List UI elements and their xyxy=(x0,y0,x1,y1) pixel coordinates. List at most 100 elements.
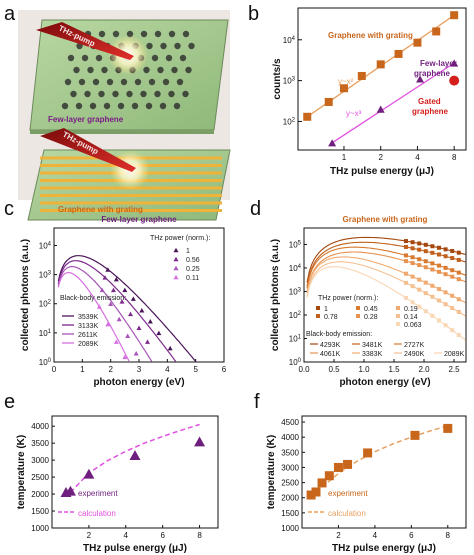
y-tick-label: 4000 xyxy=(31,422,49,431)
data-point xyxy=(133,350,139,356)
data-point xyxy=(410,274,415,279)
y-tick-label: 2000 xyxy=(281,494,299,503)
graphene-dot xyxy=(103,102,111,110)
x-tick-label: 4 xyxy=(415,153,420,162)
graphene-dot xyxy=(154,90,161,98)
data-point xyxy=(129,450,141,460)
data-point xyxy=(119,299,125,304)
y-tick-label: 2500 xyxy=(31,473,49,482)
bb-legend-label: 2727K xyxy=(404,342,425,349)
caption-few-layer: Few-layer graphene xyxy=(48,115,124,124)
blackbody-curve xyxy=(57,260,177,362)
graphene-dot xyxy=(112,30,120,38)
data-point xyxy=(449,75,460,86)
data-point xyxy=(456,333,461,338)
data-point xyxy=(324,471,334,481)
graphene-dot xyxy=(148,78,156,86)
legend-marker xyxy=(356,306,360,310)
data-point xyxy=(430,294,435,299)
data-point xyxy=(122,287,128,293)
x-tick-label: 2.0 xyxy=(418,365,430,374)
y-axis-title: temperature (K) xyxy=(16,435,27,509)
y-tick-label: 102 xyxy=(283,117,296,126)
power-legend-label: 0.78 xyxy=(324,314,338,321)
graphene-dot xyxy=(89,102,97,110)
y-tick-label: 2500 xyxy=(281,479,299,488)
graphene-dot xyxy=(179,54,187,62)
x-axis-title: THz pulse energy (μJ) xyxy=(332,543,436,554)
bb-legend-title: Black-body emission: xyxy=(306,331,372,338)
data-point xyxy=(394,49,403,58)
y-tick-label: 102 xyxy=(39,300,52,309)
data-point xyxy=(450,274,455,279)
data-point xyxy=(443,423,453,433)
series-label-grating: Graphene with grating xyxy=(328,31,413,40)
legend-label-calculation: calculation xyxy=(328,509,366,518)
chart-e: 2 4 6 8 1000 1500 2000 2500 3000 3500 4000 THz puls… xyxy=(16,415,219,554)
x-tick-label: 2 xyxy=(87,531,92,540)
fit-line-cubic xyxy=(331,62,455,144)
bb-legend-label: 3539K xyxy=(78,314,99,321)
bb-legend-label: 2089K xyxy=(78,341,99,348)
data-point xyxy=(404,244,408,249)
x-tick-label: 1.5 xyxy=(388,365,400,374)
x-tick-label: 2 xyxy=(378,153,383,162)
plot-frame xyxy=(51,415,219,529)
data-point xyxy=(443,272,448,277)
data-point xyxy=(303,112,312,121)
x-tick-label: 4 xyxy=(373,531,378,540)
y-tick-label: 100 xyxy=(39,358,52,367)
panel-letter-d: d xyxy=(250,198,261,220)
graphene-dot xyxy=(76,42,83,50)
legend-label-experiment: experiment xyxy=(328,489,368,498)
graphene-dot xyxy=(182,90,189,98)
y-tick-label: 104 xyxy=(289,264,302,273)
legend-marker xyxy=(356,314,360,318)
y-tick-label: 104 xyxy=(39,241,52,250)
y-tick-label: 1500 xyxy=(31,507,49,516)
data-point xyxy=(145,339,150,344)
x-tick-label: 1.0 xyxy=(358,365,370,374)
power-legend-label: 0.45 xyxy=(364,306,378,313)
graphene-dot xyxy=(70,90,77,98)
data-point xyxy=(111,287,116,293)
data-point xyxy=(339,84,348,93)
chart-c: 0 1 2 3 4 5 6 100 101 102 103 104 Few-layer graphene… xyxy=(20,215,227,388)
blackbody-curve xyxy=(57,255,197,362)
data-point xyxy=(404,253,408,258)
x-tick-label: 4 xyxy=(165,365,170,374)
thz-pump-cone-bottom xyxy=(40,128,136,172)
data-point xyxy=(437,318,441,323)
graphene-dot xyxy=(140,90,147,98)
data-point xyxy=(413,38,422,47)
data-point xyxy=(443,247,448,252)
panel-a-illustration: THz-pump Few-layer graphene THz-pump Gra… xyxy=(18,10,231,221)
data-point xyxy=(423,291,428,296)
x-tick-label: 8 xyxy=(446,531,451,540)
data-point xyxy=(450,248,455,253)
x-tick-label: 0.0 xyxy=(298,365,310,374)
legend-marker xyxy=(173,256,179,262)
graphene-dot xyxy=(78,78,86,86)
y-axis-title: counts/s xyxy=(272,58,283,100)
data-point xyxy=(450,256,455,261)
panel-letter-a: a xyxy=(4,3,16,25)
plot-frame xyxy=(303,227,467,363)
power-legend-label: 1 xyxy=(324,306,328,313)
bb-legend-label: 3133K xyxy=(78,323,99,330)
graphene-dot xyxy=(61,102,69,110)
x-axis-title: photon energy (eV) xyxy=(339,377,430,388)
y-axis-title: temperature (K) xyxy=(266,435,277,509)
power-legend-title: THz power (norm.): xyxy=(150,235,210,242)
data-point xyxy=(437,298,441,303)
x-tick-label: 3 xyxy=(137,365,142,374)
graphene-dot xyxy=(174,42,181,50)
graphene-dot xyxy=(92,78,100,86)
legend-label-experiment: experiment xyxy=(78,489,118,498)
panel-letter-c: c xyxy=(4,198,14,220)
y-tick-label: 1000 xyxy=(31,524,49,533)
graphene-dot xyxy=(188,42,195,50)
data-point xyxy=(404,295,408,300)
bb-legend-label: 2611K xyxy=(78,332,98,339)
graphene-dot xyxy=(75,102,83,110)
